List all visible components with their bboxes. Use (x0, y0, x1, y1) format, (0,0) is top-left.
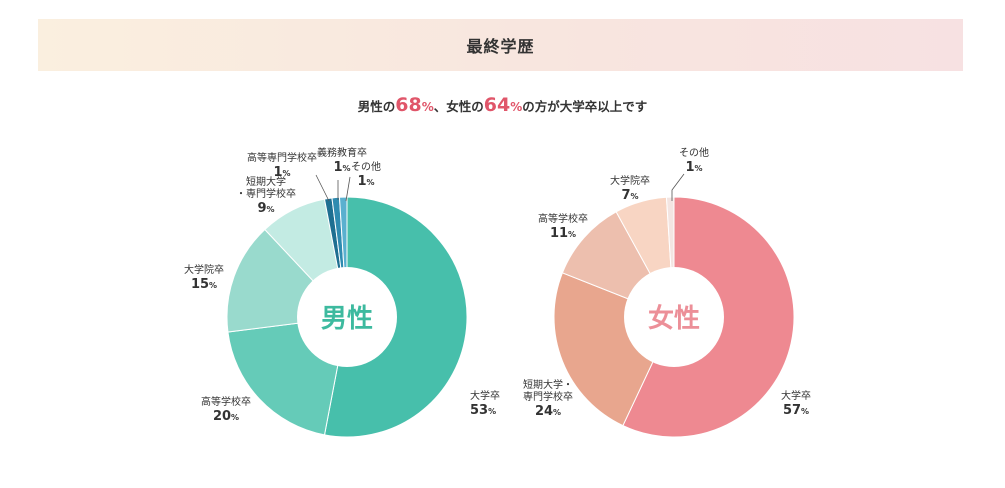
donut-center-label: 女性 (648, 303, 700, 334)
male-percentage: 68% (395, 94, 433, 116)
slice-label: 大学卒 (470, 389, 500, 402)
donut-center-label: 男性 (321, 304, 373, 334)
summary-part1: 男性の (357, 99, 396, 114)
slice-value: 57% (783, 403, 809, 418)
slice-label: その他 (351, 160, 381, 173)
summary-part3: の方が大学卒以上です (522, 99, 648, 114)
female-percentage: 64% (484, 94, 522, 116)
female-unit: % (510, 100, 523, 114)
slice-label: 高等学校卒 (538, 212, 588, 225)
leader-line (315, 174, 330, 202)
donut-center (624, 267, 724, 367)
leader-line (671, 173, 685, 201)
male-unit: % (421, 100, 434, 114)
slice-label: その他 (679, 146, 709, 159)
slice-value: 7% (621, 188, 638, 203)
slice-value: 53% (470, 403, 496, 418)
section-title: 最終学歴 (466, 37, 535, 56)
slice-value: 11% (550, 226, 576, 241)
slice-label: 大学院卒 (184, 263, 224, 276)
slice-label: 短期大学・専門学校卒 (523, 378, 573, 403)
slice-label: 短期大学・専門学校卒 (236, 175, 296, 200)
slice-value: 1% (273, 165, 290, 180)
slice-value: 15% (191, 277, 217, 292)
slice-label: 大学院卒 (610, 174, 650, 187)
slice-value: 1% (357, 174, 374, 189)
leader-line (345, 176, 351, 202)
summary-text: 男性の68%、女性の64%の方が大学卒以上です (0, 94, 1005, 116)
slice-label: 大学卒 (781, 389, 811, 402)
slice-value: 1% (685, 160, 702, 175)
section-header: 最終学歴 (38, 19, 963, 71)
slice-value: 24% (535, 404, 561, 419)
male-value: 68 (395, 94, 422, 116)
summary-part2: 、女性の (433, 99, 484, 114)
slice-label: 高等学校卒 (201, 395, 251, 408)
slice-value: 20% (213, 409, 239, 424)
slice-value: 9% (257, 201, 274, 216)
slice-label: 義務教育卒 (317, 146, 367, 159)
donut-center (297, 267, 397, 367)
female-value: 64 (483, 94, 511, 116)
slice-value: 1% (333, 160, 350, 175)
slice-label: 高等専門学校卒 (247, 151, 317, 164)
